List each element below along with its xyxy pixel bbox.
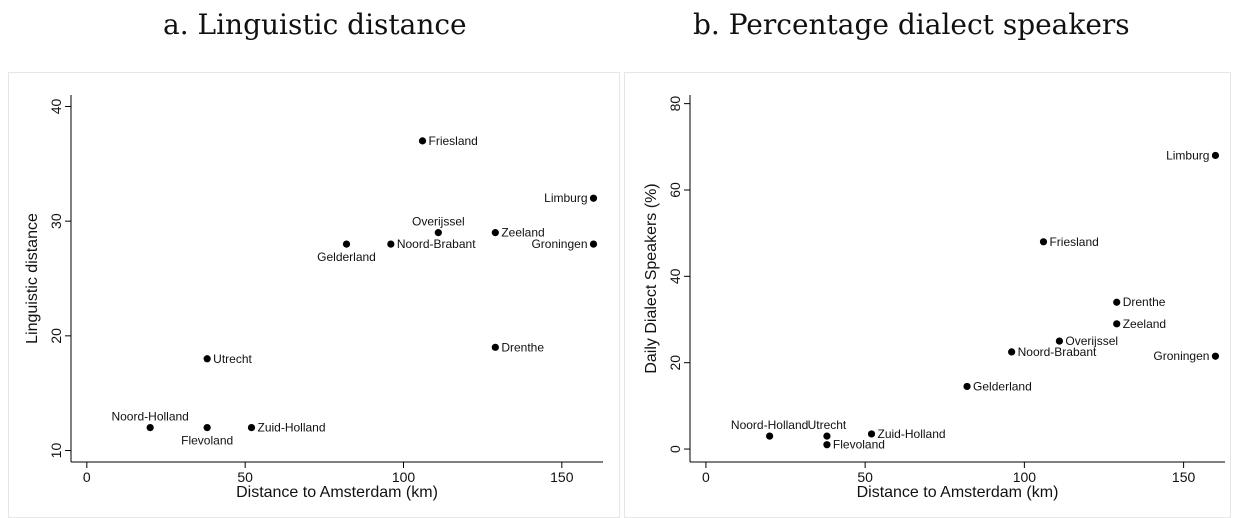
point-label-a-overijssel: Overijssel [412, 215, 465, 229]
chart-a-y-tick-label: 40 [48, 98, 64, 114]
point-label-a-flevoland: Flevoland [181, 434, 233, 448]
point-a-noord-brabant [387, 240, 395, 248]
chart-b-y-tick-label: 80 [667, 96, 683, 112]
panel-a-title: a. Linguistic distance [163, 8, 467, 41]
chart-b-y-tick-label: 20 [667, 355, 683, 371]
point-label-b-friesland: Friesland [1049, 235, 1098, 249]
point-b-friesland [1039, 238, 1048, 246]
chart-b-x-tick-label: 100 [1013, 469, 1037, 485]
point-b-zuid-holland [867, 430, 876, 438]
chart-b-y-tick-label: 40 [667, 268, 683, 284]
point-a-drenthe [491, 343, 499, 351]
point-label-a-groningen: Groningen [531, 237, 587, 251]
chart-a-x-tick-label: 150 [550, 469, 574, 485]
chart-b-y-tick-label: 60 [667, 182, 683, 198]
point-b-flevoland [823, 441, 831, 449]
point-label-a-limburg: Limburg [544, 191, 587, 205]
chart-b-y-axis-label: Daily Dialect Speakers (%) [643, 183, 660, 373]
chart-b-x-tick-label: 50 [857, 469, 873, 485]
point-label-a-friesland: Friesland [429, 134, 478, 148]
point-a-limburg [589, 194, 598, 202]
point-label-a-drenthe: Drenthe [501, 340, 544, 354]
point-label-a-gelderland: Gelderland [317, 250, 376, 264]
point-label-b-utrecht: Utrecht [808, 418, 847, 432]
chart-b-y-tick-label: 0 [667, 445, 683, 453]
point-label-b-zeeland: Zeeland [1123, 317, 1166, 331]
point-label-a-noord-holland: Noord-Holland [111, 410, 188, 424]
point-b-zeeland [1113, 320, 1121, 328]
chart-b-border [624, 72, 1231, 518]
point-a-gelderland [342, 240, 351, 248]
panel-b-title: b. Percentage dialect speakers [693, 8, 1130, 41]
chart-a-x-tick-label: 0 [83, 469, 91, 485]
point-label-b-noord-holland: Noord-Holland [731, 418, 808, 432]
point-a-flevoland [203, 423, 211, 432]
chart-a-x-axis-label: Distance to Amsterdam (km) [236, 484, 438, 501]
chart-a-y-tick-label: 20 [48, 328, 64, 344]
point-a-friesland [418, 137, 427, 145]
chart-dialect-speakers: 0 50 100 150 0 20 40 60 80 Distance to Amsterdam … [624, 72, 1231, 518]
chart-b-x-axis-label: Distance to Amsterdam (km) [857, 484, 1059, 501]
point-a-utrecht [203, 355, 211, 363]
chart-a-y-axis-label: Linguistic distance [24, 213, 41, 344]
point-label-b-zuid-holland: Zuid-Holland [878, 427, 946, 441]
chart-b-x-tick-label: 150 [1172, 469, 1196, 485]
point-label-b-flevoland: Flevoland [833, 438, 885, 452]
point-b-overijssel [1055, 337, 1064, 345]
point-b-drenthe [1113, 298, 1121, 306]
point-label-b-drenthe: Drenthe [1123, 295, 1166, 309]
chart-a-y-tick-label: 30 [48, 213, 64, 229]
point-b-limburg [1211, 151, 1220, 160]
point-label-a-noord-brabant: Noord-Brabant [397, 237, 476, 251]
point-label-a-zuid-holland: Zuid-Holland [258, 421, 326, 435]
point-a-groningen [589, 240, 598, 248]
chart-a-border [8, 72, 620, 518]
point-label-b-overijssel: Overijssel [1065, 334, 1118, 348]
point-a-zuid-holland [247, 423, 256, 432]
point-label-a-utrecht: Utrecht [213, 352, 252, 366]
point-label-b-noord-brabant: Noord-Brabant [1018, 345, 1097, 359]
point-label-b-gelderland: Gelderland [973, 379, 1032, 393]
chart-a-x-tick-label: 100 [392, 469, 416, 485]
point-label-b-groningen: Groningen [1153, 349, 1209, 363]
point-label-b-limburg: Limburg [1166, 148, 1209, 162]
point-a-zeeland [491, 229, 499, 237]
chart-b-x-tick-label: 0 [702, 469, 710, 485]
chart-linguistic-distance: 0 50 100 150 10 20 30 40 Distance to Amsterdam (… [8, 72, 620, 518]
chart-a-y-tick-label: 10 [48, 443, 64, 459]
point-b-noord-holland [766, 432, 774, 440]
point-a-overijssel [434, 229, 442, 237]
point-b-noord-brabant [1008, 348, 1016, 356]
point-a-noord-holland [146, 423, 154, 432]
point-b-gelderland [963, 382, 971, 391]
point-label-a-zeeland: Zeeland [501, 226, 544, 240]
point-b-groningen [1211, 352, 1220, 360]
chart-a-x-tick-label: 50 [237, 469, 253, 485]
point-b-utrecht [823, 432, 831, 440]
